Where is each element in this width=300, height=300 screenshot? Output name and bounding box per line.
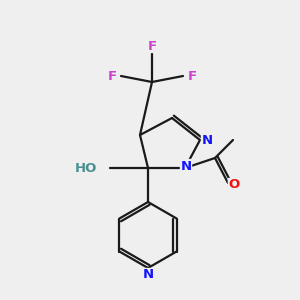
Text: F: F [188, 70, 196, 83]
Text: N: N [180, 160, 192, 172]
Text: F: F [107, 70, 117, 83]
Text: N: N [142, 268, 154, 281]
Text: F: F [147, 40, 157, 52]
Text: N: N [201, 134, 213, 146]
Text: HO: HO [75, 161, 97, 175]
Text: O: O [228, 178, 240, 191]
